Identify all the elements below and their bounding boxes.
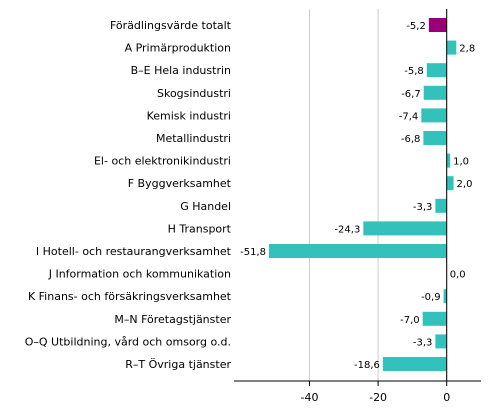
category-label-8: G Handel	[180, 200, 231, 213]
value-label-2: -5,8	[404, 66, 424, 77]
category-label-7: F Byggverksamhet	[128, 177, 232, 190]
bars	[268, 18, 457, 371]
bar-5	[423, 131, 447, 145]
bar-0	[428, 18, 447, 32]
x-tick-label-2: 0	[443, 391, 450, 404]
bar-10	[268, 244, 447, 258]
value-label-1: 2,8	[459, 44, 475, 55]
value-label-8: -3,3	[413, 202, 433, 213]
category-label-10: I Hotell- och restaurangverksamhet	[36, 245, 232, 258]
category-label-1: A Primärproduktion	[125, 42, 231, 55]
category-label-6: El- och elektronikindustri	[94, 155, 231, 168]
category-label-9: H Transport	[168, 222, 232, 235]
value-labels: -5,2 2,8 -5,8 -6,7 -7,4 -6,8 1,0 2,0 -3,3 -24,3 -5…	[240, 21, 475, 371]
bar-7	[446, 176, 454, 191]
category-label-0: Förädlingsvärde totalt	[110, 19, 232, 32]
bar-4	[421, 108, 447, 123]
value-label-5: -6,8	[401, 134, 421, 145]
bar-3	[423, 85, 447, 100]
value-label-0: -5,2	[406, 21, 426, 32]
value-label-13: -7,0	[400, 315, 420, 326]
bar-8	[435, 198, 447, 213]
category-label-15: R–T Övriga tjänster	[125, 358, 231, 371]
value-label-4: -7,4	[399, 111, 419, 122]
category-labels: Förädlingsvärde totalt A Primärproduktion…	[25, 19, 232, 371]
value-label-7: 2,0	[457, 179, 473, 190]
category-label-12: K Finans- och försäkringsverksamhet	[28, 290, 232, 303]
bar-1	[446, 40, 457, 55]
category-label-2: B–E Hela industrin	[131, 64, 231, 77]
x-axis: -40 -20 0	[234, 9, 481, 404]
bar-12	[443, 289, 447, 304]
value-label-10: -51,8	[240, 247, 266, 258]
category-label-11: J Information och kommunikation	[48, 268, 231, 281]
category-label-3: Skogsindustri	[157, 87, 231, 100]
category-label-14: O–Q Utbildning, vård och omsorg o.d.	[25, 335, 231, 348]
value-label-12: -0,9	[421, 292, 441, 303]
x-tick-label-1: -20	[369, 391, 387, 404]
bar-13	[422, 311, 447, 326]
value-label-14: -3,3	[413, 337, 433, 348]
value-label-3: -6,7	[401, 89, 421, 100]
bar-6	[446, 153, 451, 168]
bar-15	[382, 357, 447, 371]
bar-14	[435, 334, 447, 349]
value-label-9: -24,3	[334, 224, 360, 235]
bar-2	[426, 63, 447, 78]
x-tick-label-0: -40	[300, 391, 318, 404]
category-label-5: Metallindustri	[156, 132, 231, 145]
value-label-11: 0,0	[450, 270, 466, 281]
bar-9	[363, 221, 447, 236]
category-label-4: Kemisk industri	[147, 109, 231, 122]
value-label-6: 1,0	[453, 157, 469, 168]
value-label-15: -18,6	[354, 360, 380, 371]
category-label-13: M–N Företagstjänster	[114, 313, 231, 326]
